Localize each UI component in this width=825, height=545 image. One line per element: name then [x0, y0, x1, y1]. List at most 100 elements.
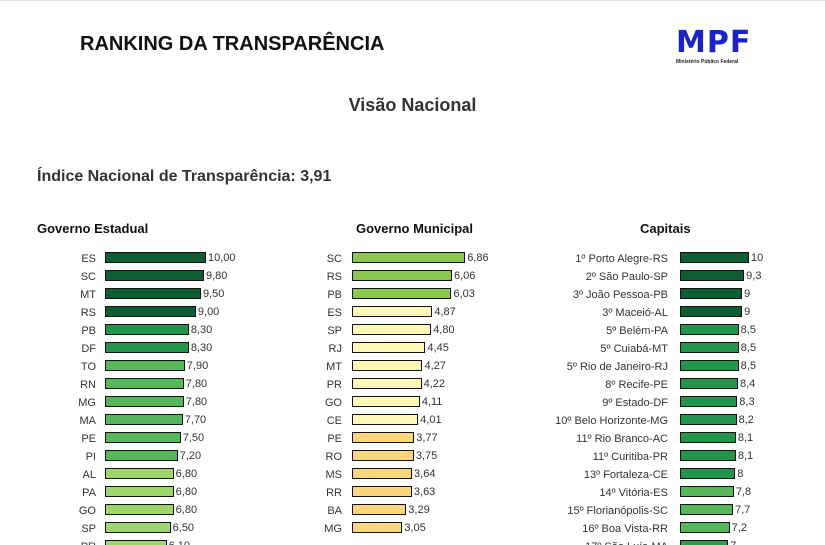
- bar: [352, 378, 422, 389]
- bar-row: RS 9,00: [0, 304, 300, 322]
- bar: [105, 486, 174, 497]
- category-label: PR: [81, 541, 96, 545]
- category-label: 5º Belém-PA: [606, 325, 668, 337]
- value-label: 6,80: [175, 468, 198, 480]
- bar-row: DF 8,30: [0, 340, 300, 358]
- bar: [352, 486, 412, 497]
- bar: [105, 540, 167, 545]
- category-label: RO: [325, 451, 343, 463]
- bar-row: ES 4,87: [300, 304, 560, 322]
- bar-row: 15º Florianópolis-SC 7,7: [540, 502, 825, 520]
- category-label: 17º São Luís-MA: [585, 541, 668, 545]
- bar-row: PE 3,77: [300, 430, 560, 448]
- category-label: RS: [326, 271, 342, 283]
- bar: [352, 414, 419, 425]
- bar-row: 14º Vitória-ES 7,8: [540, 484, 825, 502]
- bar: [680, 378, 738, 389]
- value-label: 7,2: [731, 522, 747, 534]
- bar-row: 13º Fortaleza-CE 8: [540, 466, 825, 484]
- bar-row: MT 9,50: [0, 286, 300, 304]
- category-label: PR: [326, 379, 342, 391]
- category-label: 5º Cuiabá-MT: [600, 343, 668, 355]
- category-label: MG: [78, 397, 96, 409]
- category-label: 3º João Pessoa-PB: [572, 289, 668, 301]
- bar-row: 3º Maceió-AL 9: [540, 304, 825, 322]
- bar-row: PR 4,22: [300, 376, 560, 394]
- bar-row: 11º Rio Branco-AC 8,1: [540, 430, 825, 448]
- bar-row: RR 3,63: [300, 484, 560, 502]
- bar-row: BA 3,29: [300, 502, 560, 520]
- category-label: MT: [326, 361, 342, 373]
- value-label: 4,11: [421, 396, 443, 408]
- value-label: 9: [744, 288, 751, 300]
- bar: [352, 522, 403, 533]
- value-label: 8,2: [738, 414, 754, 426]
- bar-row: 8º Recife-PE 8,4: [540, 376, 825, 394]
- value-label: 8,1: [737, 450, 754, 462]
- bar: [680, 540, 729, 545]
- category-label: CE: [326, 415, 342, 427]
- value-label: 8: [737, 468, 744, 480]
- value-label: 7,70: [184, 414, 207, 426]
- value-label: 6,86: [467, 252, 489, 264]
- value-label: 8,1: [737, 432, 754, 444]
- category-label: SC: [80, 271, 96, 283]
- bar-row: PB 6,03: [300, 286, 560, 304]
- bar-row: SC 6,86: [300, 250, 560, 268]
- value-label: 8,3: [739, 396, 755, 408]
- bar: [105, 432, 181, 443]
- logo-subtext: Ministério Público Federal: [676, 59, 739, 65]
- value-label: 3,75: [415, 450, 438, 462]
- value-label: 7,50: [182, 432, 205, 444]
- value-label: 8,5: [740, 342, 756, 354]
- category-label: 8º Recife-PE: [605, 379, 668, 391]
- bar-row: PB 8,30: [0, 322, 300, 340]
- bar-row: 16º Boa Vista-RR 7,2: [540, 520, 825, 538]
- bar-row: AL 6,80: [0, 466, 300, 484]
- value-label: 10,00: [208, 252, 236, 264]
- chart-title-capitais: Capitais: [640, 221, 691, 236]
- bar: [680, 450, 736, 461]
- bar: [352, 288, 452, 299]
- bar: [352, 306, 433, 317]
- bar: [105, 288, 201, 299]
- bar: [680, 468, 736, 479]
- bar-row: GO 6,80: [0, 502, 300, 520]
- value-label: 6,06: [453, 270, 476, 282]
- category-label: 14º Vitória-ES: [599, 487, 668, 499]
- value-label: 4,01: [420, 414, 442, 426]
- bar: [105, 450, 178, 461]
- category-label: GO: [78, 505, 96, 517]
- category-label: SC: [326, 253, 342, 265]
- chart-capitais: 1º Porto Alegre-RS 10 2º São Paulo-SP 9,3 3º…: [540, 250, 825, 545]
- bar-row: RO 3,75: [300, 448, 560, 466]
- bar-row: SP 6,50: [0, 520, 300, 538]
- chart-title-municipal: Governo Municipal: [356, 221, 474, 236]
- bar: [352, 432, 415, 443]
- bar: [105, 396, 184, 407]
- bar-row: ES 10,00: [0, 250, 300, 268]
- value-label: 9: [744, 306, 751, 318]
- logo-text: MPF: [676, 25, 752, 60]
- value-label: 7,20: [179, 450, 202, 462]
- category-label: 10º Belo Horizonte-MG: [555, 415, 668, 427]
- value-label: 6,80: [175, 486, 198, 498]
- value-label: 8,30: [190, 324, 213, 336]
- value-label: 4,87: [434, 306, 456, 318]
- bar-row: 5º Cuiabá-MT 8,5: [540, 340, 825, 358]
- value-label: 4,80: [433, 324, 455, 336]
- category-label: 13º Fortaleza-CE: [583, 469, 668, 481]
- bar: [105, 378, 184, 389]
- value-label: 4,22: [423, 378, 446, 390]
- bar: [680, 252, 749, 263]
- value-label: 7,80: [185, 396, 208, 408]
- bar: [680, 342, 739, 353]
- category-label: PE: [327, 433, 342, 445]
- bar: [680, 504, 734, 515]
- bar-row: MT 4,27: [300, 358, 560, 376]
- value-label: 4,27: [424, 360, 446, 372]
- bar: [680, 396, 738, 407]
- bar: [680, 522, 730, 533]
- bar: [105, 360, 185, 371]
- chart-estadual: ES 10,00 SC 9,80 MT 9,50 RS 9,00 PB 8,30 DF 8,30 TO 7…: [0, 250, 300, 545]
